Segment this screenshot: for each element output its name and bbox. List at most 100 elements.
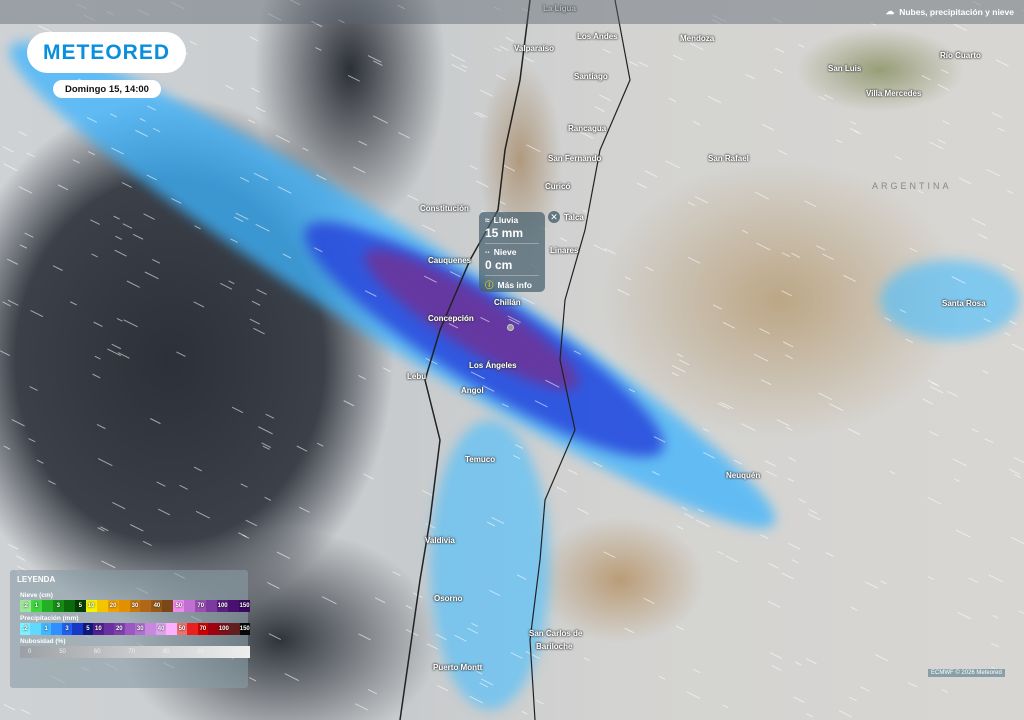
wind-streak [435,633,447,641]
wind-streak [909,247,918,253]
wind-streak [997,127,1005,132]
city-label: Chillán [494,298,521,307]
wind-streak [695,519,710,528]
wind-streak [559,237,568,242]
snow-scale-step: 70 [195,600,207,612]
precip-scale-step [208,623,219,635]
wind-streak [686,691,701,699]
wind-streak [101,560,116,569]
wind-streak [106,11,115,16]
wind-streak [19,244,27,249]
wind-streak [494,47,502,52]
cloud-scale-tick: 0 [28,649,32,655]
wind-streak [703,451,716,459]
wind-streak [818,392,833,401]
wind-streak [382,367,392,373]
location-pin[interactable] [507,324,514,331]
wind-streak [774,68,783,74]
cloud-scale-tick: 70 [128,649,135,655]
wind-streak [638,61,649,68]
precip-scale-step [166,623,177,635]
wind-streak [358,140,368,146]
wind-streak [687,256,701,264]
wind-streak [152,127,161,133]
wind-streak [475,180,489,188]
wind-streak [262,445,270,450]
wind-streak [449,271,461,278]
wind-streak [775,47,785,53]
city-label: Santiago [574,72,608,81]
wind-streak [957,611,972,620]
cloud-scale-tick: 100 [231,649,242,655]
city-label: San Fernando [548,154,602,163]
wind-streak [240,176,250,183]
wind-streak [850,606,858,611]
wind-streak [676,525,684,530]
wind-streak [984,438,994,444]
wind-streak [579,131,594,139]
wind-streak [930,385,944,394]
precip-scale-step [103,623,115,635]
wind-streak [995,59,1009,67]
wind-streak [788,543,801,550]
wind-streak [1018,610,1024,615]
date-time-selector[interactable]: Domingo 15, 14:00 [53,80,161,98]
wind-streak [321,596,337,605]
wind-streak [884,317,892,322]
wind-streak [316,174,327,181]
precip-scale-step [145,623,156,635]
wind-streak [87,151,96,156]
wind-streak [265,413,275,419]
layer-selector[interactable]: ☁ Nubes, precipitación y nieve [886,6,1014,17]
wind-streak [947,390,959,398]
wind-streak [75,3,87,10]
wind-streak [253,327,265,335]
wind-streak [1014,473,1022,479]
wind-streak [741,423,756,432]
wind-streak [480,678,494,686]
wind-streak [476,111,488,118]
wind-streak [505,37,515,42]
wind-streak [499,45,509,51]
precip-scale-step [229,623,240,635]
more-info-link[interactable]: ⓘ Más info [485,279,539,291]
wind-streak [24,232,34,238]
wind-streak [193,466,202,472]
city-label: Santa Rosa [942,299,986,308]
wind-streak [941,689,949,694]
wind-streak [806,713,813,718]
snow-scale-step: 10 [85,600,97,612]
wind-streak [97,458,113,467]
wind-streak [6,258,19,265]
snow-scale-step: 30 [129,600,141,612]
wind-streak [20,709,30,715]
wind-streak [982,369,989,374]
wind-streak [126,280,140,288]
wind-streak [843,274,856,282]
wind-streak [52,265,63,271]
wind-streak [251,300,261,306]
wind-streak [110,113,118,118]
wind-streak [30,310,44,318]
wind-streak [617,288,630,296]
wind-streak [235,212,249,220]
wind-streak [225,84,234,90]
wind-streak [937,139,946,144]
wind-streak [421,489,434,497]
wind-streak [733,459,743,465]
wind-streak [722,321,736,329]
snow-scale-step [140,600,152,612]
wind-streak [782,341,794,348]
close-popup-button[interactable]: ✕ [548,211,560,223]
city-label: Río Cuarto [940,51,981,60]
wind-streak [931,382,940,387]
wind-streak [479,682,489,688]
wind-streak [284,673,299,682]
meteored-logo[interactable]: METEORED [27,32,186,73]
wind-streak [807,513,822,521]
wind-streak [1004,332,1011,336]
wind-streak [765,460,776,467]
wind-streak [156,481,166,487]
wind-streak [798,43,805,48]
wind-streak [875,654,888,662]
